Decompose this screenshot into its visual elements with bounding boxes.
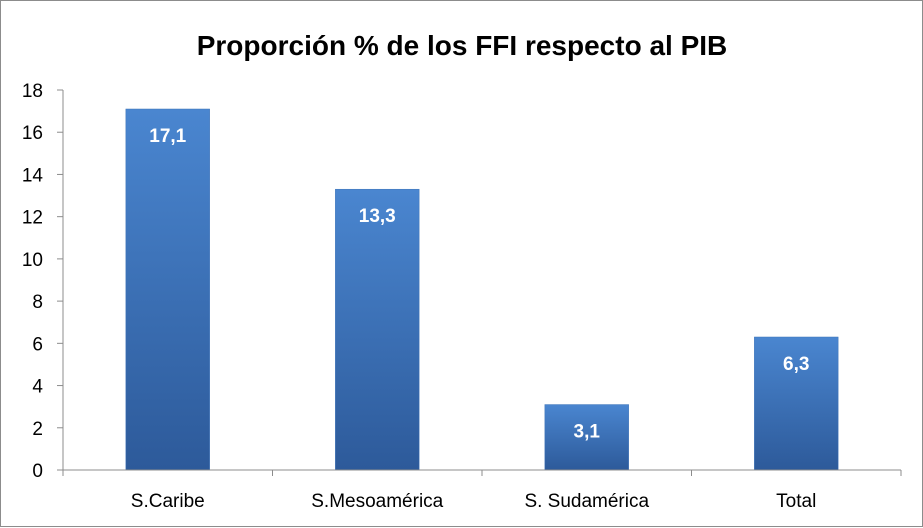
bar bbox=[754, 336, 839, 471]
y-tick-label: 2 bbox=[32, 419, 43, 440]
bar-value-label: 13,3 bbox=[359, 206, 396, 227]
y-tick-label: 8 bbox=[32, 292, 43, 313]
y-tick-label: 18 bbox=[22, 81, 43, 102]
y-tick-label: 4 bbox=[32, 377, 43, 398]
bar bbox=[544, 404, 629, 471]
y-axis: 0 2 4 6 8 10 12 14 16 18 bbox=[22, 81, 64, 482]
y-tick-label: 6 bbox=[32, 334, 43, 355]
x-axis: S.Caribe S.Mesoamérica S. Sudamérica Total bbox=[62, 469, 902, 512]
x-category-label: S.Mesoamérica bbox=[311, 491, 443, 512]
bars: 17,1 13,3 3,1 6,3 bbox=[125, 108, 839, 471]
bar bbox=[335, 188, 420, 471]
y-tick-label: 0 bbox=[32, 461, 43, 482]
x-category-label: S. Sudamérica bbox=[524, 491, 649, 512]
bar bbox=[125, 108, 210, 471]
chart-title: Proporción % de los FFI respecto al PIB bbox=[197, 30, 728, 61]
x-category-label: Total bbox=[776, 491, 816, 512]
bar-value-label: 17,1 bbox=[149, 126, 186, 147]
y-tick-label: 14 bbox=[22, 165, 44, 186]
bar-value-label: 6,3 bbox=[783, 354, 809, 375]
y-tick-label: 12 bbox=[22, 208, 43, 229]
x-category-label: S.Caribe bbox=[131, 491, 205, 512]
y-tick-label: 16 bbox=[22, 123, 43, 144]
bar-value-label: 3,1 bbox=[574, 422, 601, 443]
y-tick-label: 10 bbox=[22, 250, 43, 271]
